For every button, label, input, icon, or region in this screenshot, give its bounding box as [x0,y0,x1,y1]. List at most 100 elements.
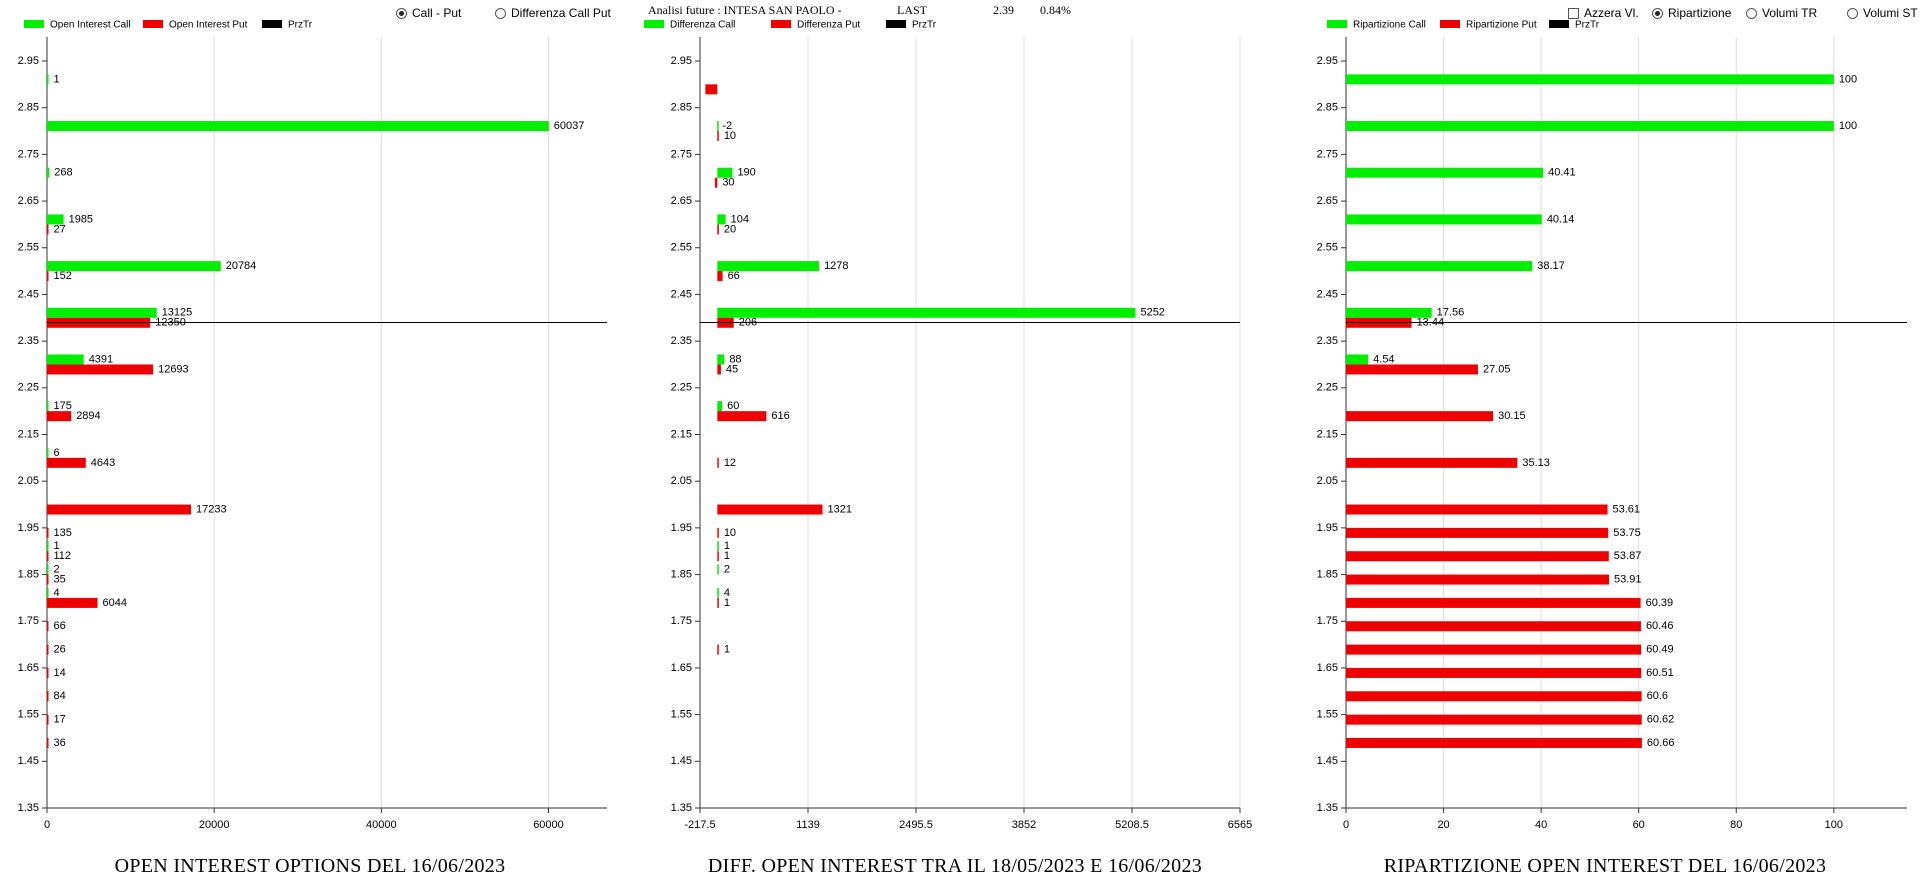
call-bar[interactable] [1346,121,1834,132]
put-bar[interactable] [47,527,49,538]
call-bar-label: 1985 [69,213,93,225]
call-bar[interactable] [1346,167,1544,178]
put-bar[interactable] [1346,714,1642,725]
call-bar[interactable] [717,167,733,178]
put-bar[interactable] [47,667,49,678]
volumi-st-radio-dot[interactable] [1847,7,1858,19]
put-bar[interactable] [1346,551,1609,562]
put-bar[interactable] [1346,737,1642,748]
x-tick-label: 20 [1437,819,1449,831]
put-bar[interactable] [1346,597,1641,608]
put-bar[interactable] [1346,411,1494,422]
x-tick-label: 5208.5 [1115,819,1149,831]
put-bar[interactable] [47,271,49,282]
put-bar[interactable] [717,224,719,235]
call-bar[interactable] [47,541,49,552]
put-bar[interactable] [1346,364,1478,375]
call-bar[interactable] [717,401,723,412]
differenza-call-put-radio-dot[interactable] [495,7,506,19]
put-bar[interactable] [47,644,49,655]
call-bar[interactable] [717,541,719,552]
put-bar[interactable] [717,527,719,538]
call-bar[interactable] [47,447,49,458]
call-bar[interactable] [47,74,49,85]
call-bar[interactable] [1346,307,1432,318]
put-bar-label: 36 [54,737,66,749]
put-bar[interactable] [717,131,719,142]
put-bar[interactable] [47,364,154,375]
ripartizione-radio-dot[interactable] [1652,7,1663,19]
put-bar[interactable] [47,714,49,725]
volumi-st-radio[interactable]: Volumi ST [1847,6,1918,20]
call-bar[interactable] [1346,354,1369,365]
call-bar[interactable] [47,307,157,318]
volumi-tr-radio[interactable]: Volumi TR [1746,6,1817,20]
put-bar[interactable] [47,504,192,515]
put-bar[interactable] [47,224,49,235]
call-bar[interactable] [47,167,50,178]
ripartizione-radio[interactable]: Ripartizione [1652,6,1731,20]
put-bar[interactable] [717,411,767,422]
put-bar[interactable] [717,644,719,655]
call-bar[interactable] [717,214,726,225]
differenza-call-put-radio[interactable]: Differenza Call Put [495,6,611,20]
put-bar[interactable] [717,271,723,282]
put-bar[interactable] [1346,691,1642,702]
call-bar[interactable] [47,564,49,575]
call-put-radio-dot[interactable] [396,7,407,19]
put-bar-label: 10 [724,527,736,539]
put-bar[interactable] [1346,667,1642,678]
y-tick-label: 2.75 [671,148,692,160]
put-bar[interactable] [47,621,49,632]
put-bar[interactable] [717,364,721,375]
put-bar[interactable] [47,574,49,585]
call-bar[interactable] [47,214,64,225]
call-bar[interactable] [717,587,719,598]
x-tick-label: 1139 [796,819,820,831]
y-tick-label: 2.25 [671,382,692,394]
call-bar[interactable] [717,307,1136,318]
call-bar-label: 175 [54,400,72,412]
put-bar[interactable] [717,504,823,515]
call-bar[interactable] [717,121,719,132]
volumi-tr-radio-dot[interactable] [1746,7,1757,19]
put-bar[interactable] [1346,621,1641,632]
call-put-radio[interactable]: Call - Put [396,6,461,20]
call-bar[interactable] [1346,214,1542,225]
azzera-checkbox-box[interactable] [1568,7,1579,19]
put-bar[interactable] [705,84,718,95]
call-bar[interactable] [47,354,84,365]
call-bar[interactable] [1346,261,1533,272]
call-bar[interactable] [717,564,719,575]
put-bar[interactable] [714,177,718,188]
azzera-checkbox[interactable]: Azzera Vl. [1568,6,1639,20]
call-bar-label: 1 [724,540,730,552]
call-bar[interactable] [1346,74,1834,85]
call-bar-label: -2 [722,120,732,132]
put-bar[interactable] [47,691,49,702]
put-bar[interactable] [47,411,72,422]
put-bar[interactable] [1346,527,1609,538]
put-bar[interactable] [1346,504,1608,515]
put-bar[interactable] [47,597,98,608]
call-bar-label: 100 [1839,73,1857,85]
call-bar[interactable] [717,354,725,365]
call-bar[interactable] [717,261,820,272]
put-bar[interactable] [717,597,719,608]
call-bar[interactable] [47,401,49,412]
put-bar[interactable] [1346,574,1609,585]
put-bar[interactable] [47,551,49,562]
put-bar[interactable] [717,457,719,468]
call-bar[interactable] [47,121,549,132]
put-bar[interactable] [1346,644,1642,655]
put-bar[interactable] [47,457,86,468]
x-tick-label: 0 [44,819,50,831]
put-bar[interactable] [1346,457,1518,468]
call-bar[interactable] [47,261,221,272]
call-bar[interactable] [47,587,49,598]
put-bar[interactable] [717,551,719,562]
y-tick-label: 2.15 [18,428,39,440]
put-bar[interactable] [47,737,49,748]
y-tick-label: 2.25 [1317,382,1338,394]
